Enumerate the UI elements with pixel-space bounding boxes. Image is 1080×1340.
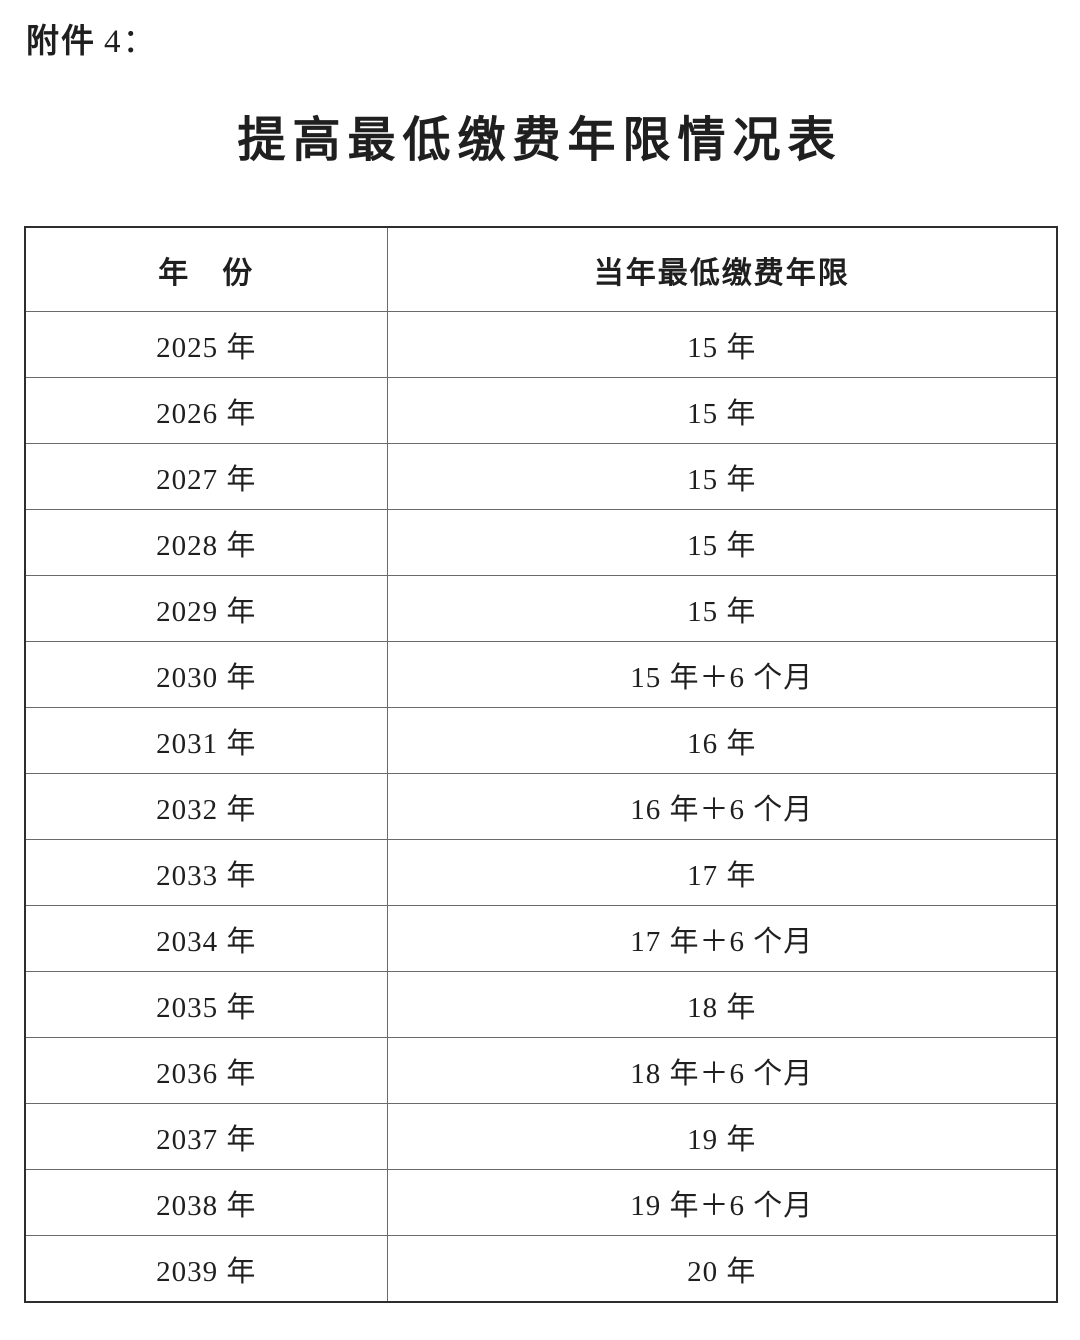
table-row: 2029 年 15 年	[24, 575, 1058, 642]
year-cell: 2036 年	[24, 1037, 388, 1104]
year-cell: 2038 年	[24, 1169, 388, 1236]
min-years-cell: 15 年＋6 个月	[386, 641, 1058, 708]
min-years-cell: 20 年	[386, 1235, 1058, 1303]
year-cell: 2037 年	[24, 1103, 388, 1170]
table-row: 2032 年 16 年＋6 个月	[24, 773, 1058, 840]
attachment-label-number: 4：	[104, 24, 158, 60]
table-row: 2036 年 18 年＋6 个月	[24, 1037, 1058, 1104]
table-row: 2030 年 15 年＋6 个月	[24, 641, 1058, 708]
min-years-cell: 16 年	[386, 707, 1058, 774]
year-cell: 2028 年	[24, 509, 388, 576]
min-years-cell: 19 年	[386, 1103, 1058, 1170]
column-header-year: 年 份	[24, 226, 388, 312]
min-years-cell: 17 年＋6 个月	[386, 905, 1058, 972]
table-header-row: 年 份 当年最低缴费年限	[24, 226, 1058, 312]
min-years-cell: 15 年	[386, 443, 1058, 510]
table-row: 2038 年 19 年＋6 个月	[24, 1169, 1058, 1236]
min-years-cell: 18 年＋6 个月	[386, 1037, 1058, 1104]
table-row: 2031 年 16 年	[24, 707, 1058, 774]
min-years-cell: 18 年	[386, 971, 1058, 1038]
year-cell: 2030 年	[24, 641, 388, 708]
column-header-min-years: 当年最低缴费年限	[386, 226, 1058, 312]
year-cell: 2026 年	[24, 377, 388, 444]
page-title: 提高最低缴费年限情况表	[237, 114, 843, 167]
table-row: 2025 年 15 年	[24, 311, 1058, 378]
year-cell: 2025 年	[24, 311, 388, 378]
year-cell: 2031 年	[24, 707, 388, 774]
min-years-cell: 17 年	[386, 839, 1058, 906]
year-cell: 2032 年	[24, 773, 388, 840]
year-cell: 2029 年	[24, 575, 388, 642]
min-years-cell: 19 年＋6 个月	[386, 1169, 1058, 1236]
attachment-label-prefix: 附件	[26, 22, 96, 59]
year-cell: 2027 年	[24, 443, 388, 510]
table-row: 2034 年 17 年＋6 个月	[24, 905, 1058, 972]
table-row: 2035 年 18 年	[24, 971, 1058, 1038]
table-row: 2026 年 15 年	[24, 377, 1058, 444]
table-row: 2037 年 19 年	[24, 1103, 1058, 1170]
table-row: 2027 年 15 年	[24, 443, 1058, 510]
min-years-cell: 16 年＋6 个月	[386, 773, 1058, 840]
year-cell: 2039 年	[24, 1235, 388, 1303]
year-cell: 2035 年	[24, 971, 388, 1038]
table-row: 2039 年 20 年	[24, 1235, 1058, 1303]
min-years-cell: 15 年	[386, 575, 1058, 642]
table-body: 2025 年 15 年 2026 年 15 年 2027 年 15 年 2028…	[24, 311, 1058, 1303]
min-years-cell: 15 年	[386, 509, 1058, 576]
year-cell: 2033 年	[24, 839, 388, 906]
table-row: 2033 年 17 年	[24, 839, 1058, 906]
min-years-cell: 15 年	[386, 311, 1058, 378]
attachment-label: 附件 4：	[26, 14, 158, 62]
min-years-cell: 15 年	[386, 377, 1058, 444]
table-row: 2028 年 15 年	[24, 509, 1058, 576]
min-contribution-years-table: 年 份 当年最低缴费年限 2025 年 15 年 2026 年 15 年 202…	[24, 226, 1058, 1303]
year-cell: 2034 年	[24, 905, 388, 972]
